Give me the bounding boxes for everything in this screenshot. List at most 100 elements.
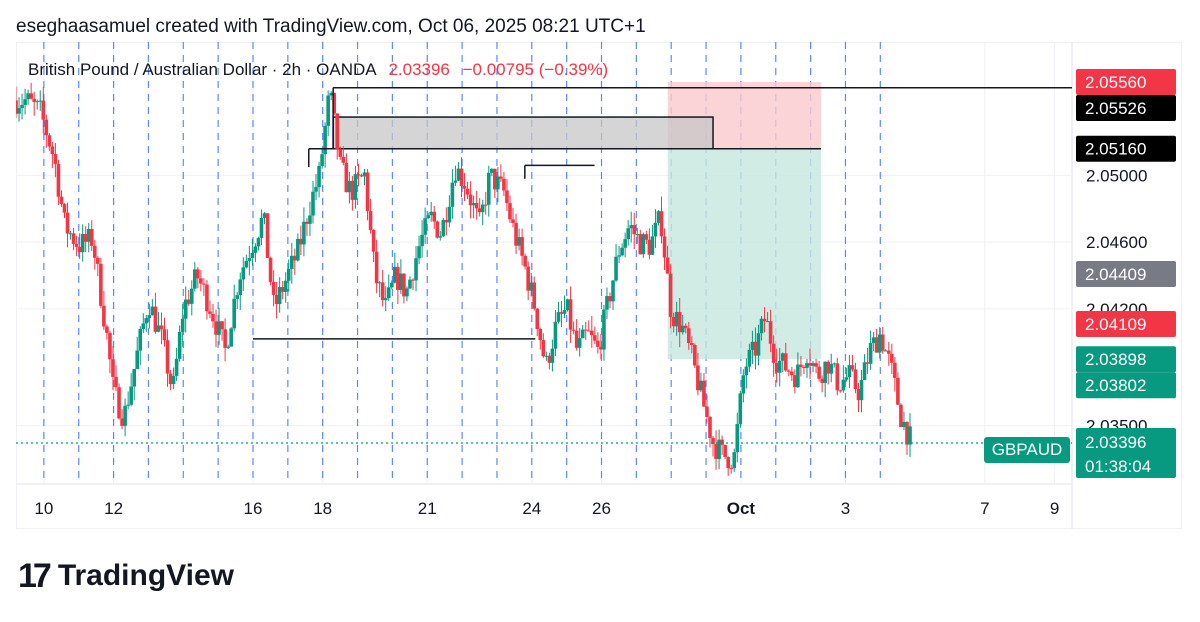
time-tick-label: 24 — [522, 499, 541, 518]
candle-body — [280, 287, 285, 292]
candle-body — [214, 321, 218, 335]
candle-body — [16, 100, 18, 114]
candle-body — [565, 299, 570, 311]
candle-body — [544, 355, 549, 357]
candle-body — [729, 468, 734, 470]
symbol-header[interactable]: British Pound / Australian Dollar · 2h ·… — [28, 60, 608, 80]
candle-body — [132, 368, 136, 387]
candle-body — [371, 229, 376, 252]
candle-body — [829, 363, 834, 374]
candle-body — [820, 378, 824, 383]
price-axis-badge-text: 2.04109 — [1085, 315, 1146, 334]
price-change: −0.00795 (−0.39%) — [462, 60, 609, 79]
candle-body — [426, 215, 430, 219]
candle-body — [762, 318, 767, 322]
candle-body — [186, 299, 191, 304]
candle-body — [341, 156, 346, 163]
candle-body — [56, 163, 61, 197]
candle-body — [120, 418, 124, 426]
candle-body — [696, 365, 700, 391]
candle-body — [435, 221, 440, 238]
candle-body — [629, 225, 634, 229]
time-tick-label: 26 — [592, 499, 611, 518]
candle-body — [620, 247, 624, 256]
price-axis-badge-text: 2.04409 — [1085, 265, 1146, 284]
candle-body — [720, 439, 724, 445]
candle-body — [780, 353, 785, 361]
candle-body — [205, 284, 209, 312]
candle-body — [577, 338, 582, 348]
candle-body — [623, 239, 627, 248]
candle-body — [523, 255, 527, 267]
candle-body — [241, 267, 246, 280]
candle-body — [47, 135, 52, 147]
price-axis-badge — [1076, 372, 1176, 399]
symbol-description[interactable]: British Pound / Australian Dollar · 2h ·… — [28, 60, 376, 79]
candle-body — [17, 108, 21, 114]
candle-body — [753, 341, 758, 356]
candle-body — [53, 154, 58, 164]
candle-body — [256, 237, 261, 247]
supply-zone-box — [332, 116, 714, 150]
candle-body — [365, 172, 370, 212]
candle-body — [50, 146, 55, 155]
candle-body — [520, 237, 524, 256]
candle-body — [699, 380, 703, 391]
candle-body — [356, 174, 361, 176]
candle-body — [838, 390, 843, 392]
candle-body — [105, 326, 109, 333]
price-axis-badge-text: 2.05560 — [1085, 73, 1146, 92]
candle-body — [77, 246, 82, 253]
candle-body — [659, 211, 664, 237]
candle-body — [253, 246, 258, 253]
candle-body — [708, 417, 712, 438]
last-price: 2.03396 — [388, 60, 450, 79]
candle-body — [547, 355, 552, 363]
candle-body — [89, 228, 94, 246]
candle-body — [771, 343, 776, 363]
candle-body — [477, 208, 482, 213]
candle-body — [656, 211, 661, 223]
price-axis-badge — [1076, 69, 1176, 96]
candle-body — [62, 203, 67, 213]
candle-body — [444, 219, 449, 223]
candle-body — [526, 266, 530, 291]
tradingview-logo[interactable]: 17 TradingView — [18, 557, 234, 595]
candle-body — [423, 218, 427, 235]
chart-panel[interactable]: GBPAUD British Pound / Australian Dollar… — [16, 42, 1182, 529]
price-axis-badge — [1076, 346, 1176, 373]
time-tick-label: 21 — [418, 499, 437, 518]
chart-credit: eseghaasamuel created with TradingView.c… — [16, 16, 646, 37]
candle-body — [414, 258, 418, 281]
candle-body — [808, 363, 812, 366]
candle-body — [235, 295, 240, 299]
candle-body — [759, 318, 764, 334]
candle-body — [59, 196, 64, 204]
candle-body — [823, 361, 827, 383]
candle-body — [456, 168, 461, 181]
candle-body — [402, 273, 406, 297]
candle-body — [44, 119, 49, 136]
candle-body — [702, 380, 706, 407]
candle-body — [165, 340, 170, 374]
candle-body — [887, 350, 891, 354]
time-tick-label: 16 — [244, 499, 263, 518]
candle-body — [880, 334, 885, 351]
candle-body — [817, 366, 821, 379]
price-tick-label: 2.05000 — [1086, 166, 1147, 185]
price-axis-badge-text: 2.05160 — [1085, 140, 1146, 159]
candle-body — [368, 211, 373, 230]
last-price-badge-value: 2.03396 — [1085, 433, 1146, 452]
candle-body — [244, 260, 249, 268]
candle-body — [599, 346, 603, 350]
candle-body — [493, 168, 497, 190]
candle-body — [156, 325, 161, 332]
candle-body — [86, 228, 91, 242]
candle-body — [550, 348, 555, 363]
candle-body — [193, 269, 197, 289]
candle-body — [411, 279, 415, 281]
candle-body — [514, 222, 518, 246]
candle-body — [420, 234, 424, 247]
candle-body — [250, 252, 255, 259]
candle-body — [399, 273, 403, 290]
